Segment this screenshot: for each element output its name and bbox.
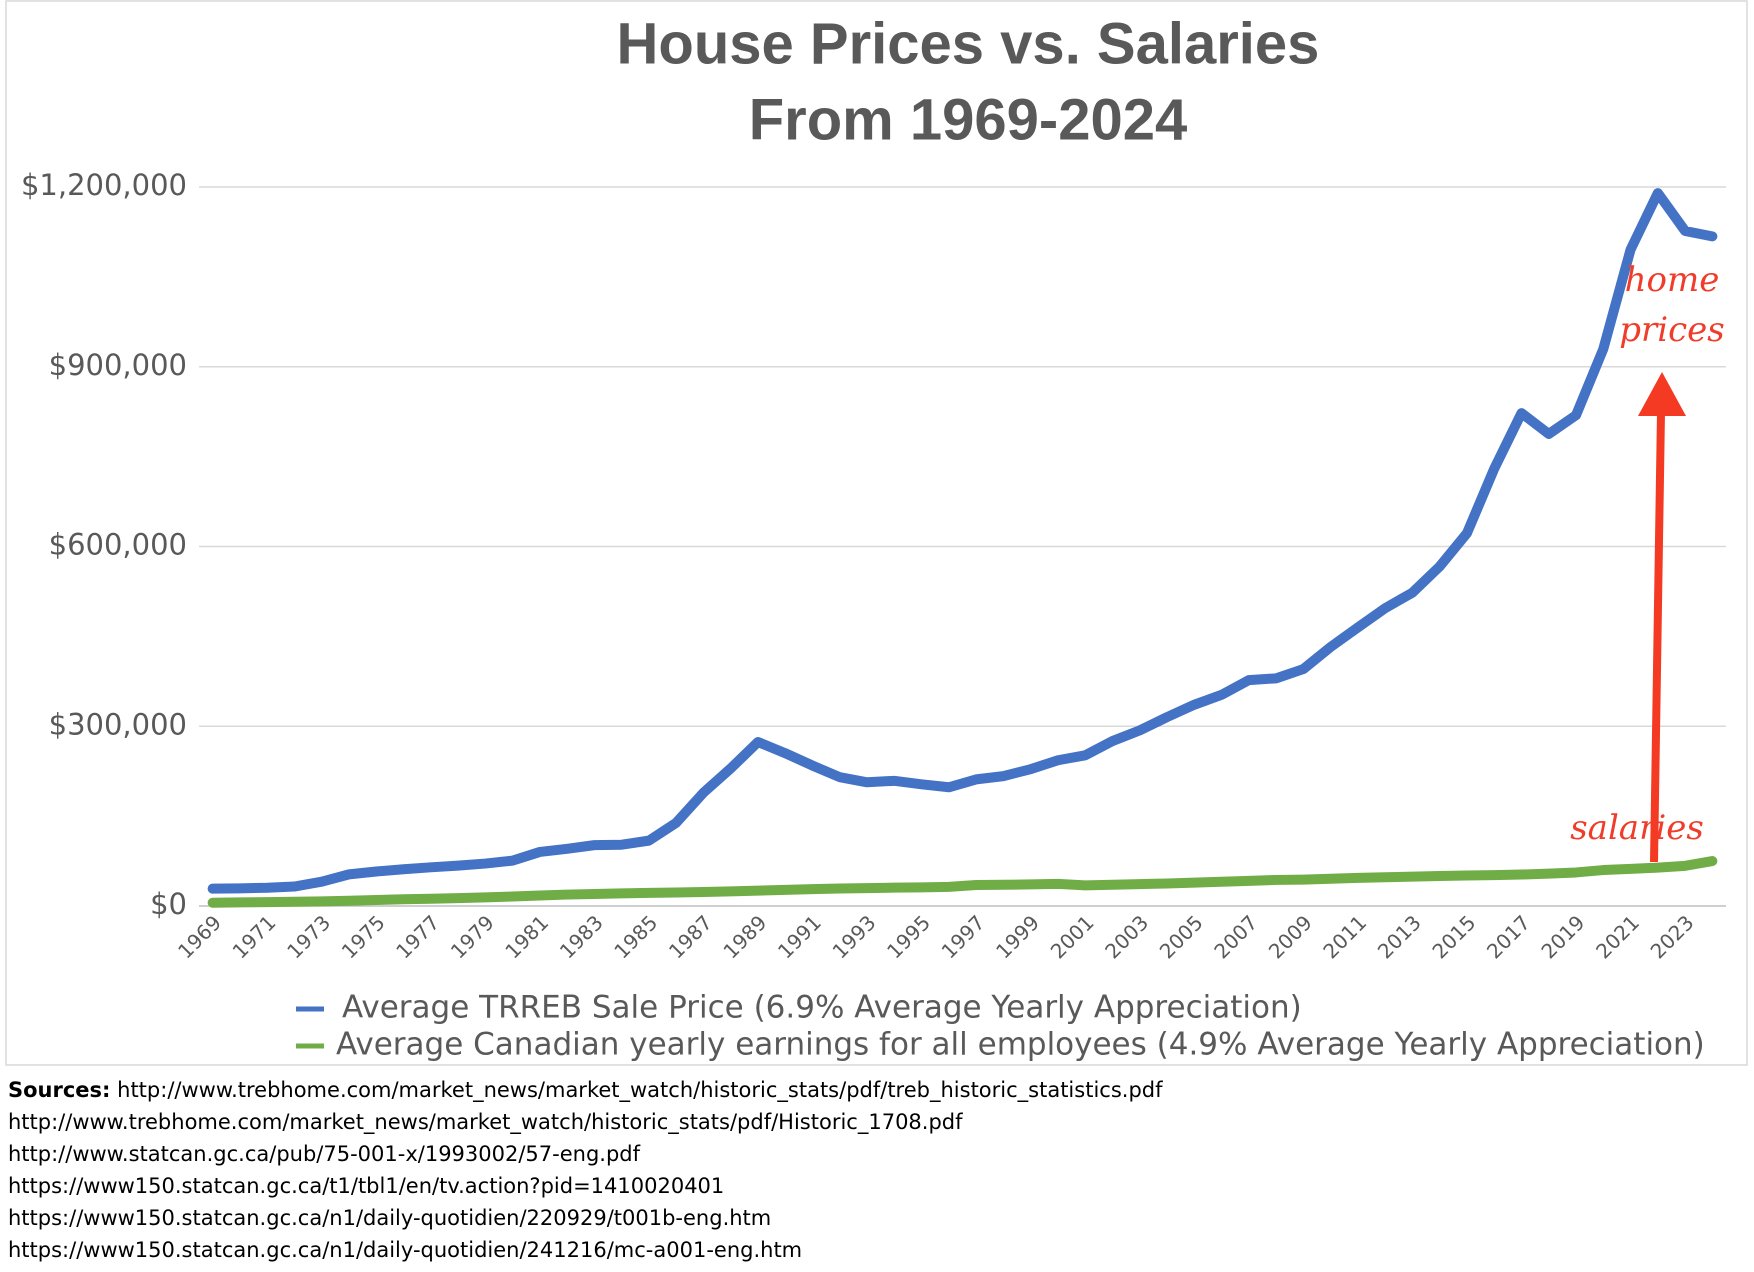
x-tick-label: 2021 [1591,910,1644,963]
x-tick-label: 1999 [991,910,1044,963]
source-link: http://www.trebhome.com/market_news/mark… [117,1078,1163,1102]
x-tick-label: 2019 [1536,910,1589,963]
source-line: http://www.trebhome.com/market_news/mark… [8,1106,1163,1138]
x-tick-label: 1995 [882,910,935,963]
annotation-arrow [1638,372,1686,863]
y-tick-label: $300,000 [49,707,187,741]
x-tick-label: 2023 [1646,910,1699,963]
x-tick-label: 2017 [1482,910,1535,963]
source-line: https://www150.statcan.gc.ca/t1/tbl1/en/… [8,1170,1163,1202]
x-tick-label: 1985 [609,910,662,963]
x-tick-label: 1973 [282,910,335,963]
arrow-head [1638,372,1686,416]
y-tick-label: $900,000 [49,348,187,382]
x-tick-label: 2001 [1046,910,1099,963]
annotation: salaries [1570,808,1704,848]
y-tick-label: $1,200,000 [21,168,187,202]
y-tick-label: $0 [150,887,187,921]
x-tick-label: 2009 [1264,910,1317,963]
x-tick-label: 2011 [1318,910,1371,963]
source-link: https://www150.statcan.gc.ca/t1/tbl1/en/… [8,1174,725,1198]
x-tick-label: 2015 [1427,910,1480,963]
chart-border [5,0,1748,1066]
x-tick-label: 1975 [337,910,390,963]
y-tick-label: $600,000 [49,528,187,562]
x-tick-label: 2007 [1209,910,1262,963]
chart-title: From 1969-2024 [749,87,1187,152]
legend-label: Average Canadian yearly earnings for all… [336,1027,1705,1063]
chart-title: House Prices vs. Salaries [617,11,1320,76]
source-line: https://www150.statcan.gc.ca/n1/daily-qu… [8,1234,1163,1266]
source-link: https://www150.statcan.gc.ca/n1/daily-qu… [8,1206,772,1230]
x-tick-label: 1997 [937,910,990,963]
x-tick-label: 1979 [446,910,499,963]
x-tick-label: 1977 [391,910,444,963]
source-link: http://www.statcan.gc.ca/pub/75-001-x/19… [8,1142,641,1166]
x-tick-label: 1991 [773,910,826,963]
annotation: home [1625,260,1720,300]
legend-label: Average TRREB Sale Price (6.9% Average Y… [342,990,1302,1026]
x-tick-label: 1983 [555,910,608,963]
source-line: http://www.statcan.gc.ca/pub/75-001-x/19… [8,1138,1163,1170]
arrow-shaft [1650,411,1665,863]
x-tick-label: 1981 [500,910,553,963]
x-tick-label: 2005 [1155,910,1208,963]
x-tick-label: 1971 [228,910,281,963]
x-tick-label: 1993 [828,910,881,963]
x-tick-label: 1989 [718,910,771,963]
series-line [207,856,1718,908]
source-line: Sources: http://www.trebhome.com/market_… [8,1074,1163,1106]
annotation: prices [1619,310,1725,350]
x-tick-label: 2003 [1100,910,1153,963]
x-tick-label: 2013 [1373,910,1426,963]
chart: House Prices vs. Salaries From 1969-2024… [5,0,1748,1066]
x-tick-label: 1987 [664,910,717,963]
source-link: http://www.trebhome.com/market_news/mark… [8,1110,963,1134]
series-line [207,188,1718,894]
sources-label: Sources: [8,1078,111,1102]
sources: Sources: http://www.trebhome.com/market_… [8,1074,1163,1266]
source-link: https://www150.statcan.gc.ca/n1/daily-qu… [8,1238,803,1262]
source-line: https://www150.statcan.gc.ca/n1/daily-qu… [8,1202,1163,1234]
